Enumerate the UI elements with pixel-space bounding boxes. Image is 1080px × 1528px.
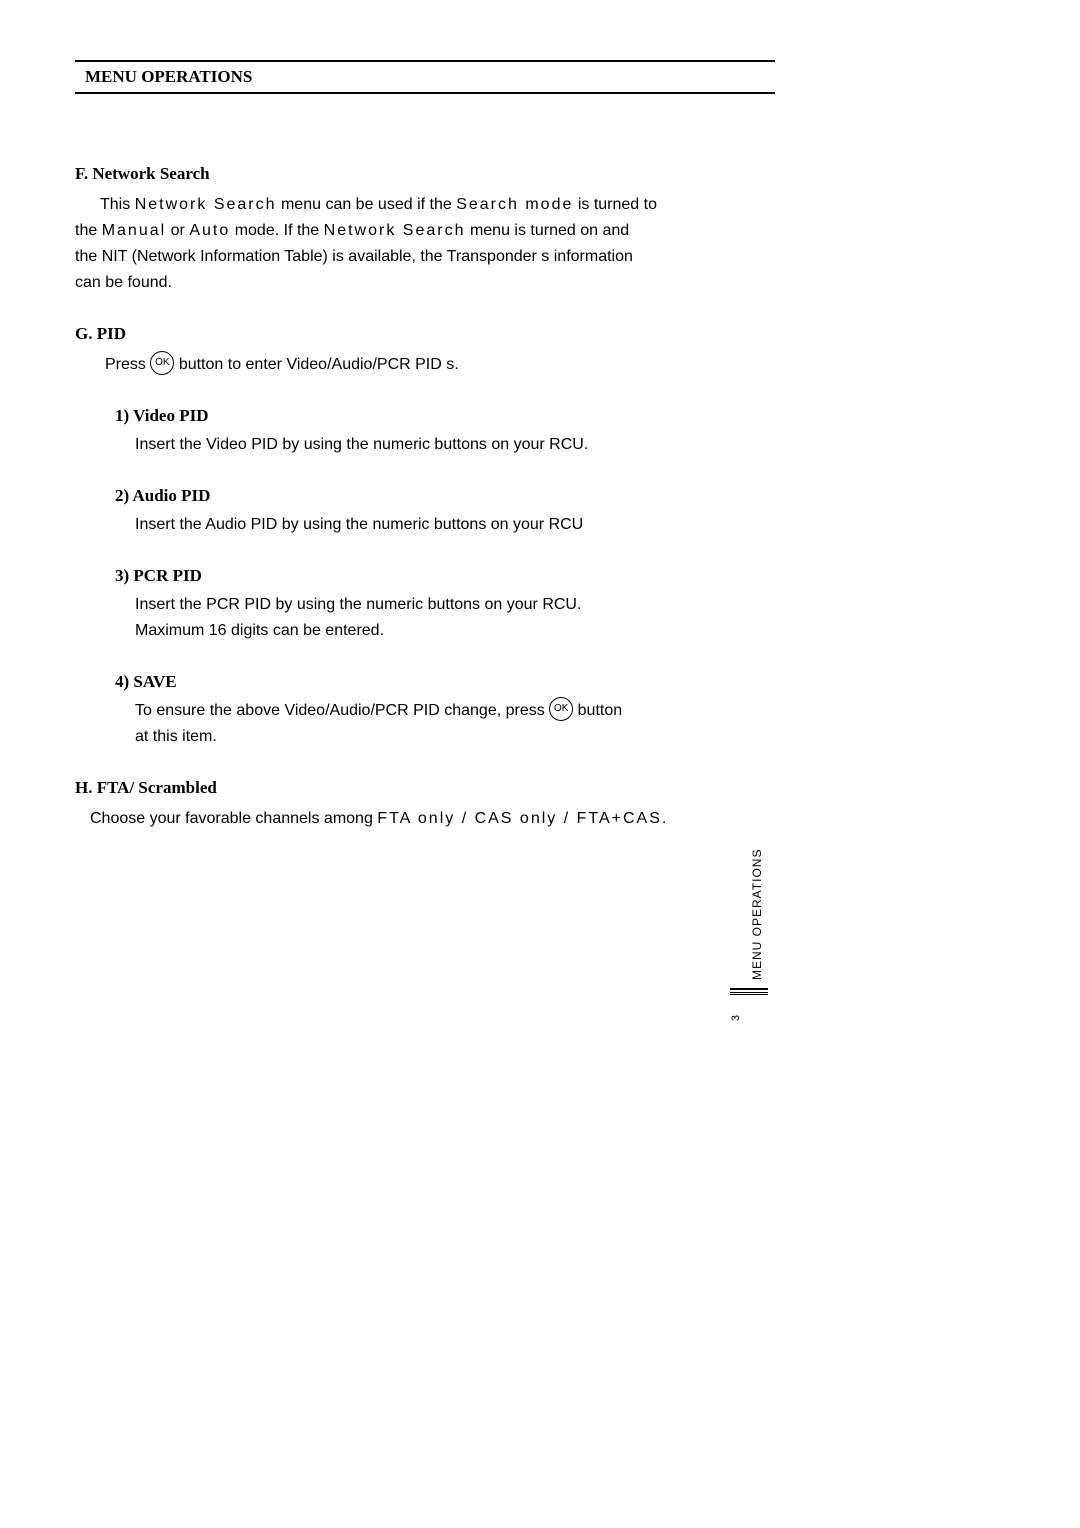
f-l4: can be found.: [75, 270, 172, 296]
g3-text1: Insert the PCR PID by using the numeric …: [135, 592, 775, 618]
g3-text2: Maximum 16 digits can be entered.: [135, 618, 775, 644]
f-l2a: the: [75, 222, 97, 239]
f-l2d: Auto: [189, 222, 230, 239]
side-line-thin-1: [730, 992, 768, 993]
f-l1c: menu can be used if the: [281, 196, 452, 213]
g4-textB: button: [578, 702, 622, 719]
g2-heading: 2) Audio PID: [115, 486, 775, 506]
f-l2b: Manual: [102, 222, 166, 239]
side-page-number: 3: [730, 1015, 742, 1021]
f-l1a: This: [100, 196, 130, 213]
ok-icon-circle: OK: [150, 351, 174, 375]
f-l2-wrap: the Manual or Auto mode. If the Network …: [75, 218, 629, 244]
h-textB: FTA only / CAS only / FTA+CAS.: [377, 810, 668, 827]
section-f-heading: F. Network Search: [75, 164, 775, 184]
ok-icon: OK: [150, 352, 174, 378]
g4-textA: To ensure the above Video/Audio/PCR PID …: [135, 702, 549, 719]
g-press: Press: [105, 356, 146, 373]
f-l1e: is turned to: [578, 196, 657, 213]
f-l2e: mode. If the: [235, 222, 320, 239]
f-l1d: Search mode: [456, 196, 573, 213]
h-line: Choose your favorable channels among FTA…: [90, 806, 775, 832]
side-label-text: MENU OPERATIONS: [750, 830, 764, 980]
g1-text: Insert the Video PID by using the numeri…: [135, 432, 775, 458]
f-l1b: Network Search: [135, 196, 277, 213]
g4-text2: at this item.: [135, 724, 775, 750]
f-l3: the NIT (Network Information Table) is a…: [75, 244, 633, 270]
g4-line1: To ensure the above Video/Audio/PCR PID …: [135, 698, 775, 724]
section-f-body: This Network Search menu can be used if …: [100, 192, 775, 296]
section-h-heading: H. FTA/ Scrambled: [75, 778, 775, 798]
side-line-thin-2: [730, 994, 768, 995]
g-press-line: Press OK button to enter Video/Audio/PCR…: [105, 352, 775, 378]
header-title: MENU OPERATIONS: [85, 67, 252, 86]
side-divider-lines: [730, 988, 768, 996]
side-label-block: MENU OPERATIONS 3: [730, 830, 770, 1010]
f-l2g: menu is turned on and: [470, 222, 629, 239]
page-root: MENU OPERATIONS F. Network Search This N…: [0, 0, 1080, 1528]
f-l2f: Network Search: [324, 222, 466, 239]
f-l2c: or: [171, 222, 185, 239]
g3-heading: 3) PCR PID: [115, 566, 775, 586]
content-area: MENU OPERATIONS F. Network Search This N…: [75, 60, 775, 832]
header-bar: MENU OPERATIONS: [75, 60, 775, 94]
ok-icon-2: OK: [549, 698, 573, 724]
g-press-tail: button to enter Video/Audio/PCR PID s.: [179, 356, 459, 373]
g2-text: Insert the Audio PID by using the numeri…: [135, 512, 775, 538]
h-textA: Choose your favorable channels among: [90, 810, 373, 827]
g1-heading: 1) Video PID: [115, 406, 775, 426]
side-line-thick: [730, 988, 768, 990]
section-g-heading: G. PID: [75, 324, 775, 344]
g4-heading: 4) SAVE: [115, 672, 775, 692]
ok-icon-circle-2: OK: [549, 697, 573, 721]
